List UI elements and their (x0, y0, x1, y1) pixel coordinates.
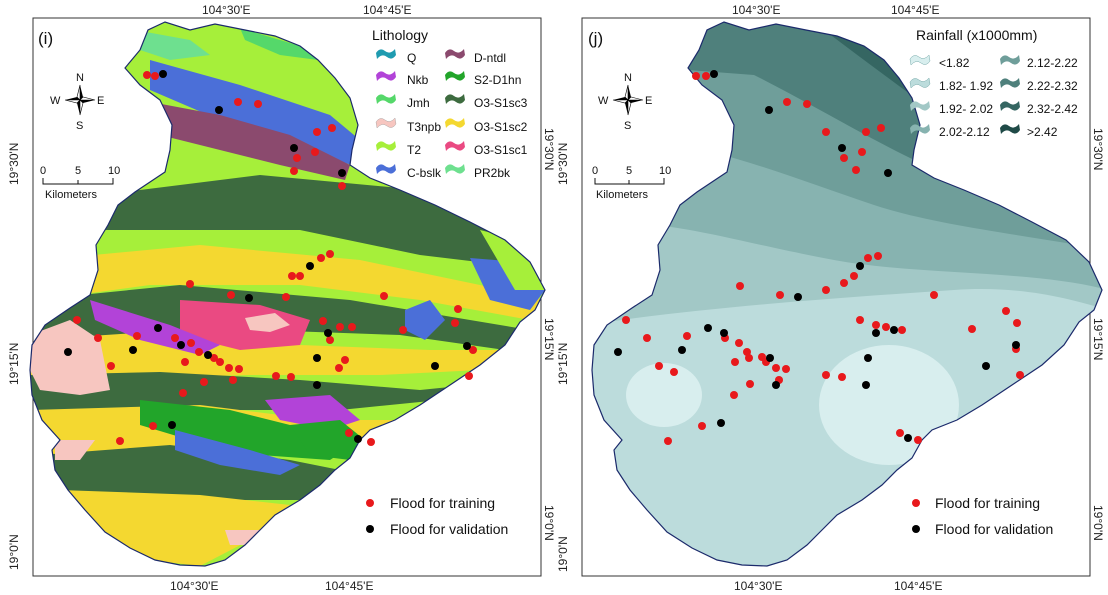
right-tick-label: 19°0'N (1091, 505, 1105, 541)
svg-text:S2-D1hn: S2-D1hn (474, 73, 521, 87)
legend-item: Jmh (376, 94, 430, 110)
points-legend: Flood for training Flood for validation (366, 495, 508, 537)
legend-title: Rainfall (x1000mm) (916, 27, 1037, 43)
svg-text:Flood for training: Flood for training (935, 495, 1040, 511)
right-tick-label: 19°15'N (1091, 318, 1105, 360)
legend-item: 2.22-2.32 (1000, 78, 1078, 93)
top-tick-label: 104°30'E (732, 3, 780, 17)
right-tick-label: 19°15'N (542, 318, 554, 360)
svg-text:2.12-2.22: 2.12-2.22 (1027, 56, 1078, 70)
svg-text:Kilometers: Kilometers (45, 189, 97, 201)
svg-text:N: N (624, 72, 632, 84)
legend-item: PR2bk (445, 164, 511, 180)
legend-item: C-bslk (376, 164, 442, 180)
legend-title: Lithology (372, 27, 428, 43)
bottom-tick-label: 104°30'E (170, 579, 218, 593)
left-tick-label: 19°0'N (7, 534, 21, 570)
left-tick-label: 19°15'N (7, 343, 21, 385)
left-tick-label: 19°15'N (556, 343, 570, 385)
legend-item: <1.82 (909, 54, 970, 70)
svg-text:2.22-2.32: 2.22-2.32 (1027, 79, 1078, 93)
svg-text:1.92- 2.02: 1.92- 2.02 (939, 102, 993, 116)
top-tick-label: 104°45'E (891, 3, 939, 17)
svg-text:Flood for validation: Flood for validation (390, 521, 508, 537)
svg-text:E: E (645, 95, 652, 107)
north-arrow-icon: N S E W (598, 72, 652, 132)
scale-bar: 0 5 10 Kilometers (40, 165, 120, 201)
svg-text:N: N (76, 72, 84, 84)
top-tick-label: 104°30'E (202, 3, 250, 17)
lithology-map-svg: 104°30'E 104°45'E 104°30'E 104°45'E 19°3… (7, 3, 554, 593)
svg-text:Flood for validation: Flood for validation (935, 521, 1053, 537)
svg-text:0: 0 (592, 165, 598, 177)
rainfall-legend: Rainfall (x1000mm) <1.82 2.12-2.22 1.82-… (909, 27, 1078, 139)
svg-text:PR2bk: PR2bk (474, 166, 511, 180)
lithology-legend: Lithology Q D-ntdl Nkb S2-D1hn Jmh O3-S1… (372, 27, 528, 180)
legend-item: >2.42 (1000, 124, 1058, 139)
svg-text:T2: T2 (407, 143, 421, 157)
svg-text:10: 10 (108, 165, 120, 177)
legend-item: 2.02-2.12 (910, 124, 990, 139)
rainfall-map-panel: 104°30'E 104°45'E 104°30'E 104°45'E 19°3… (554, 0, 1108, 595)
scale-bar: 0 5 10 Kilometers (592, 165, 671, 201)
right-tick-label: 19°30'N (542, 128, 554, 170)
svg-text:W: W (598, 95, 609, 107)
svg-text:Flood for training: Flood for training (390, 495, 495, 511)
flood-points-lithology (64, 70, 477, 446)
svg-text:Q: Q (407, 51, 416, 65)
legend-item: 2.32-2.42 (1000, 101, 1078, 116)
legend-item: Nkb (376, 71, 429, 87)
svg-text:W: W (50, 95, 61, 107)
legend-item: O3-S1sc3 (445, 94, 528, 110)
svg-text:2.32-2.42: 2.32-2.42 (1027, 102, 1078, 116)
legend-item: 2.12-2.22 (1000, 55, 1078, 70)
bottom-tick-label: 104°30'E (734, 579, 782, 593)
svg-text:1.82- 1.92: 1.82- 1.92 (939, 79, 993, 93)
svg-text:0: 0 (40, 165, 46, 177)
left-tick-label: 19°30'N (7, 143, 21, 185)
north-arrow-icon: N S E W (50, 72, 104, 132)
svg-text:S: S (76, 120, 83, 132)
flood-points-rainfall (614, 70, 1024, 445)
svg-text:T3npb: T3npb (407, 120, 441, 134)
panel-label: (i) (38, 29, 53, 48)
legend-item: D-ntdl (445, 49, 506, 65)
bottom-tick-label: 104°45'E (325, 579, 373, 593)
rainfall-map-svg: 104°30'E 104°45'E 104°30'E 104°45'E 19°3… (556, 3, 1105, 593)
legend-item: 1.92- 2.02 (910, 101, 993, 116)
left-tick-label: 19°30'N (556, 143, 570, 185)
legend-item: 1.82- 1.92 (909, 77, 993, 93)
svg-text:5: 5 (626, 165, 632, 177)
svg-text:5: 5 (75, 165, 81, 177)
svg-text:O3-S1sc1: O3-S1sc1 (474, 143, 528, 157)
legend-item: O3-S1sc1 (445, 141, 528, 157)
lithology-map-panel: 104°30'E 104°45'E 104°30'E 104°45'E 19°3… (7, 3, 554, 593)
legend-item: T3npb (375, 117, 441, 134)
legend-item: Q (376, 49, 416, 65)
top-tick-label: 104°45'E (363, 3, 411, 17)
svg-text:O3-S1sc2: O3-S1sc2 (474, 120, 528, 134)
legend-item: S2-D1hn (445, 71, 521, 87)
legend-item: O3-S1sc2 (445, 118, 528, 134)
svg-text:E: E (97, 95, 104, 107)
svg-text:C-bslk: C-bslk (407, 166, 442, 180)
svg-text:O3-S1sc3: O3-S1sc3 (474, 96, 528, 110)
svg-text:Jmh: Jmh (407, 96, 430, 110)
svg-text:D-ntdl: D-ntdl (474, 51, 506, 65)
points-legend: Flood for training Flood for validation (912, 495, 1053, 537)
right-tick-label: 19°30'N (1091, 128, 1105, 170)
bottom-tick-label: 104°45'E (894, 579, 942, 593)
svg-text:Nkb: Nkb (407, 73, 429, 87)
panel-label: (j) (588, 29, 603, 48)
svg-text:Kilometers: Kilometers (596, 189, 648, 201)
svg-text:2.02-2.12: 2.02-2.12 (939, 125, 990, 139)
legend-item: T2 (376, 141, 421, 157)
right-tick-label: 19°0'N (542, 505, 554, 541)
svg-text:S: S (624, 120, 631, 132)
svg-text:<1.82: <1.82 (939, 56, 970, 70)
left-tick-label: 19°0'N (556, 536, 570, 572)
svg-text:>2.42: >2.42 (1027, 125, 1058, 139)
svg-text:10: 10 (659, 165, 671, 177)
